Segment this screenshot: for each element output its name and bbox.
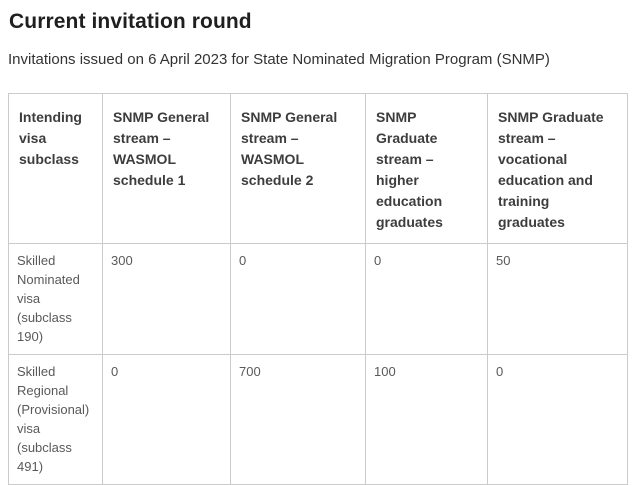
data-cell-190-vocational: 50	[487, 243, 628, 355]
data-cell-491-wasmol-2: 700	[230, 354, 366, 485]
data-cell-190-wasmol-2: 0	[230, 243, 366, 355]
column-header-intending-visa-subclass: Intending visa subclass	[8, 93, 103, 244]
column-header-general-stream-wasmol-2: SNMP General stream –WASMOL schedule 2	[230, 93, 366, 244]
row-label-subclass-491: Skilled Regional (Provisional) visa (sub…	[8, 354, 103, 485]
table-header-row: Intending visa subclass SNMP General str…	[8, 93, 628, 244]
page-title: Current invitation round	[9, 10, 252, 33]
page-subtitle: Invitations issued on 6 April 2023 for S…	[8, 51, 550, 68]
column-header-graduate-stream-higher-education: SNMP Graduate stream – higher education …	[365, 93, 488, 244]
data-cell-190-higher-education: 0	[365, 243, 488, 355]
column-header-general-stream-wasmol-1: SNMP General stream – WASMOL schedule 1	[102, 93, 231, 244]
data-cell-491-wasmol-1: 0	[102, 354, 231, 485]
column-header-graduate-stream-vocational: SNMP Graduate stream – vocational educat…	[487, 93, 628, 244]
row-label-subclass-190: Skilled Nominated visa (subclass 190)	[8, 243, 103, 355]
table-row-subclass-491: Skilled Regional (Provisional) visa (sub…	[8, 354, 628, 485]
invitation-round-table: Intending visa subclass SNMP General str…	[8, 93, 628, 485]
data-cell-491-higher-education: 100	[365, 354, 488, 485]
data-cell-190-wasmol-1: 300	[102, 243, 231, 355]
table-row-subclass-190: Skilled Nominated visa (subclass 190) 30…	[8, 243, 628, 355]
data-cell-491-vocational: 0	[487, 354, 628, 485]
